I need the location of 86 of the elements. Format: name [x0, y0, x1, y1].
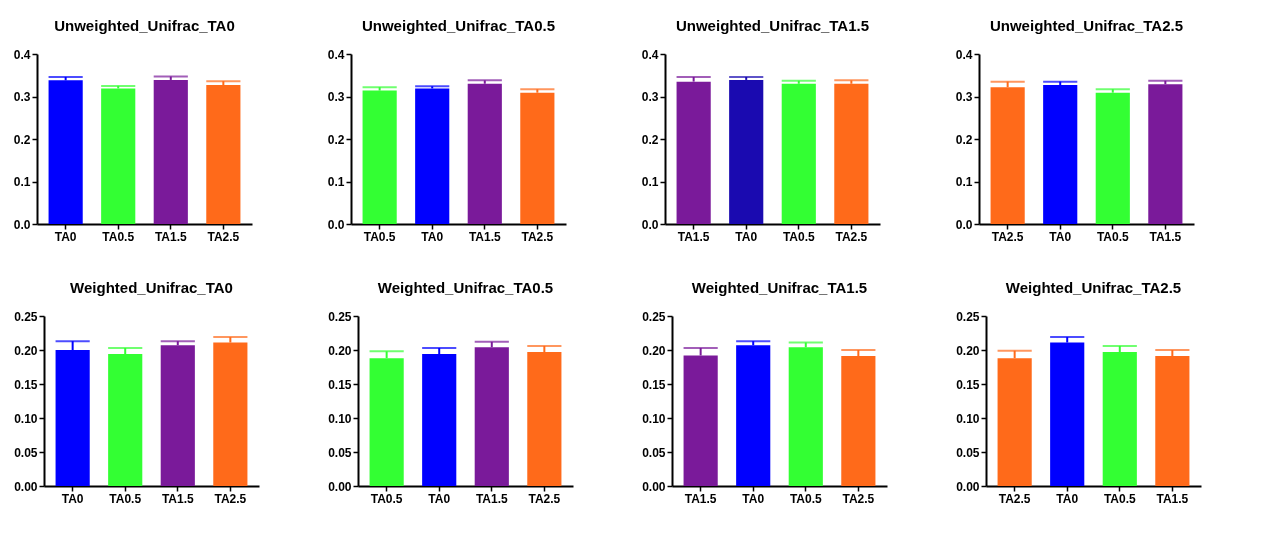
- y-tick-label: 0.4: [327, 47, 345, 62]
- x-tick-label: TA2.5: [835, 229, 868, 244]
- y-tick-label: 0.4: [641, 47, 659, 62]
- x-tick-label: TA1.5: [1149, 229, 1182, 244]
- y-tick-label: 0.20: [642, 343, 666, 358]
- chart-title: Unweighted_Unifrac_TA0: [54, 17, 235, 34]
- x-tick-label: TA1.5: [684, 491, 717, 506]
- y-tick-label: 0.2: [955, 132, 973, 147]
- y-tick-label: 0.10: [956, 411, 980, 426]
- y-tick-label: 0.20: [956, 343, 980, 358]
- y-tick-label: 0.1: [955, 175, 973, 189]
- x-tick-label: TA2.5: [528, 491, 561, 506]
- y-tick-label: 0.25: [642, 309, 666, 324]
- bar: [788, 347, 823, 486]
- y-tick-label: 0.0: [641, 217, 659, 232]
- x-tick-label: TA2.5: [214, 491, 247, 506]
- y-tick-label: 0.15: [956, 377, 980, 392]
- y-tick-label: 0.10: [328, 411, 352, 426]
- x-tick-label: TA0.5: [109, 491, 142, 506]
- y-tick-label: 0.3: [327, 90, 345, 104]
- x-tick-label: TA0.5: [782, 229, 815, 244]
- x-tick-label: TA0: [1049, 229, 1072, 244]
- x-tick-label: TA1.5: [475, 491, 508, 506]
- y-tick-label: 0.2: [13, 132, 31, 147]
- chart-title: Unweighted_Unifrac_TA1.5: [675, 17, 870, 34]
- x-tick-label: TA0: [428, 491, 451, 506]
- y-tick-label: 0.05: [328, 445, 352, 460]
- y-tick-label: 0.10: [642, 411, 666, 426]
- x-tick-label: TA0.5: [370, 491, 403, 506]
- y-tick-label: 0.2: [327, 132, 345, 147]
- x-tick-label: TA2.5: [521, 229, 554, 244]
- y-tick-label: 0.0: [955, 217, 973, 232]
- y-tick-label: 0.3: [13, 90, 31, 104]
- chart-title: Weighted_Unifrac_TA0: [70, 279, 233, 296]
- x-tick-label: TA0: [1056, 491, 1079, 506]
- y-tick-label: 0.1: [13, 175, 31, 189]
- x-tick-label: TA1.5: [1156, 491, 1189, 506]
- y-tick-label: 0.05: [956, 445, 980, 460]
- y-tick-label: 0.00: [328, 479, 352, 494]
- chart-title: Weighted_Unifrac_TA2.5: [1005, 279, 1182, 296]
- y-tick-label: 0.4: [13, 47, 31, 62]
- chart-title: Weighted_Unifrac_TA1.5: [691, 279, 868, 296]
- y-tick-label: 0.2: [641, 132, 659, 147]
- x-tick-label: TA1.5: [468, 229, 501, 244]
- y-tick-label: 0.00: [14, 479, 38, 494]
- y-tick-label: 0.25: [956, 309, 980, 324]
- x-tick-label: TA0: [742, 491, 765, 506]
- y-tick-label: 0.1: [641, 175, 659, 189]
- y-tick-label: 0.05: [642, 445, 666, 460]
- y-tick-label: 0.15: [642, 377, 666, 392]
- y-tick-label: 0.05: [14, 445, 38, 460]
- x-tick-label: TA0: [54, 229, 77, 244]
- x-tick-label: TA0: [735, 229, 758, 244]
- x-tick-label: TA1.5: [161, 491, 194, 506]
- x-tick-label: TA2.5: [991, 229, 1024, 244]
- y-tick-label: 0.15: [14, 377, 38, 392]
- y-tick-label: 0.0: [327, 217, 345, 232]
- x-tick-label: TA0.5: [789, 491, 822, 506]
- y-tick-label: 0.00: [956, 479, 980, 494]
- y-tick-label: 0.00: [642, 479, 666, 494]
- x-tick-label: TA1.5: [154, 229, 187, 244]
- y-tick-label: 0.15: [328, 377, 352, 392]
- x-tick-label: TA0: [61, 491, 84, 506]
- x-tick-label: TA1.5: [677, 229, 710, 244]
- x-tick-label: TA0.5: [102, 229, 135, 244]
- x-tick-label: TA0.5: [1103, 491, 1136, 506]
- chart-title: Unweighted_Unifrac_TA2.5: [989, 17, 1184, 34]
- chart-title: Weighted_Unifrac_TA0.5: [377, 279, 554, 296]
- bar: [474, 347, 509, 486]
- x-tick-label: TA2.5: [842, 491, 875, 506]
- y-tick-label: 0.3: [955, 90, 973, 104]
- y-tick-label: 0.20: [14, 343, 38, 358]
- y-tick-label: 0.3: [641, 90, 659, 104]
- y-tick-label: 0.20: [328, 343, 352, 358]
- y-tick-label: 0.0: [13, 217, 31, 232]
- x-tick-label: TA0.5: [1096, 229, 1129, 244]
- y-tick-label: 0.25: [14, 309, 38, 324]
- y-tick-label: 0.10: [14, 411, 38, 426]
- x-tick-label: TA0: [421, 229, 444, 244]
- x-tick-label: TA2.5: [207, 229, 240, 244]
- y-tick-label: 0.25: [328, 309, 352, 324]
- chart-title: Unweighted_Unifrac_TA0.5: [361, 17, 556, 34]
- y-tick-label: 0.4: [955, 47, 973, 62]
- x-tick-label: TA0.5: [363, 229, 396, 244]
- y-tick-label: 0.1: [327, 175, 345, 189]
- x-tick-label: TA2.5: [998, 491, 1031, 506]
